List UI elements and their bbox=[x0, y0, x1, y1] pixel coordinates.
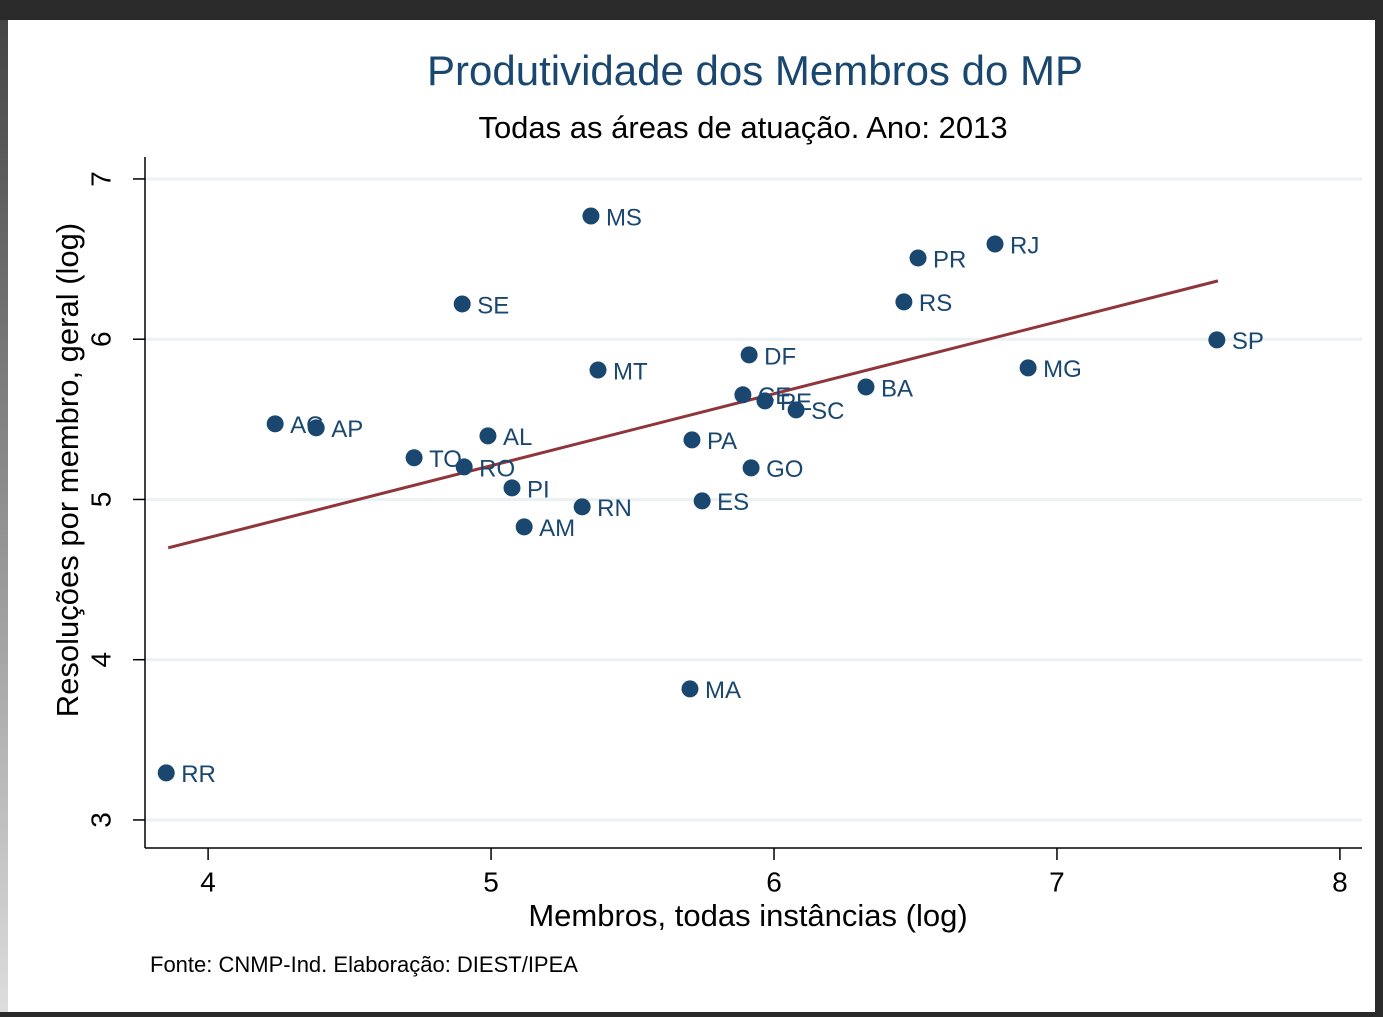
point-label: RR bbox=[181, 761, 216, 788]
x-axis-title: Membros, todas instâncias (log) bbox=[528, 898, 967, 933]
point-label: RN bbox=[597, 495, 632, 522]
point-label: RO bbox=[479, 455, 515, 482]
y-tick-label: 4 bbox=[85, 652, 116, 668]
point-label: DF bbox=[764, 343, 796, 370]
scatter-point bbox=[515, 518, 533, 536]
point-label: GO bbox=[766, 456, 803, 483]
point-label: SE bbox=[477, 292, 509, 319]
point-label: AP bbox=[331, 416, 363, 443]
point-label: SC bbox=[811, 398, 844, 425]
point-label: RS bbox=[919, 290, 952, 317]
x-tick-label: 4 bbox=[200, 866, 216, 897]
scatter-point bbox=[683, 431, 701, 449]
scatter-point bbox=[266, 415, 284, 433]
y-tick-label: 7 bbox=[85, 171, 116, 187]
scatter-point bbox=[857, 378, 875, 396]
point-label: PR bbox=[933, 246, 966, 273]
scatter-point bbox=[742, 459, 760, 477]
point-label: AM bbox=[539, 515, 575, 542]
scatter-point bbox=[756, 392, 774, 410]
scatter-point bbox=[1208, 331, 1226, 349]
y-tick-label: 3 bbox=[85, 812, 116, 828]
point-label: PI bbox=[527, 476, 550, 503]
scatter-point bbox=[986, 235, 1004, 253]
plot-area bbox=[145, 157, 1362, 848]
source-note: Fonte: CNMP-Ind. Elaboração: DIEST/IPEA bbox=[150, 952, 578, 977]
scatter-point bbox=[787, 401, 805, 419]
chart-title: Produtividade dos Membros do MP bbox=[427, 47, 1083, 94]
y-axis-title: Resoluções por membro, geral (log) bbox=[50, 223, 85, 718]
frame-edge bbox=[0, 20, 8, 1012]
x-tick-label: 6 bbox=[766, 866, 782, 897]
scatter-point bbox=[734, 386, 752, 404]
scatter-point bbox=[157, 764, 175, 782]
x-tick-label: 8 bbox=[1332, 866, 1348, 897]
y-tick-label: 5 bbox=[85, 492, 116, 508]
scatter-point bbox=[909, 249, 927, 267]
point-label: MA bbox=[705, 677, 741, 704]
point-label: RJ bbox=[1010, 232, 1039, 259]
point-label: MS bbox=[606, 204, 642, 231]
scatter-point bbox=[582, 207, 600, 225]
point-label: MT bbox=[613, 358, 648, 385]
y-tick-label: 6 bbox=[85, 331, 116, 347]
chart-subtitle: Todas as áreas de atuação. Ano: 2013 bbox=[478, 110, 1007, 145]
scatter-point bbox=[405, 449, 423, 467]
scatter-point bbox=[1019, 359, 1037, 377]
fit-line bbox=[167, 279, 1219, 550]
point-label: MG bbox=[1043, 356, 1082, 383]
scatter-point bbox=[740, 346, 758, 364]
scatter-point bbox=[503, 479, 521, 497]
x-tick-label: 7 bbox=[1049, 866, 1065, 897]
point-label: AL bbox=[503, 424, 532, 451]
scatter-point bbox=[479, 427, 497, 445]
scatter-point bbox=[453, 295, 471, 313]
scatter-point bbox=[307, 419, 325, 437]
point-label: SP bbox=[1232, 328, 1264, 355]
x-tick-label: 5 bbox=[483, 866, 499, 897]
scatter-point bbox=[455, 458, 473, 476]
point-label: BA bbox=[881, 375, 913, 402]
scatter-point bbox=[573, 498, 591, 516]
point-label: ES bbox=[717, 489, 749, 516]
scatter-point bbox=[895, 293, 913, 311]
scatter-point bbox=[589, 361, 607, 379]
scatter-point bbox=[681, 680, 699, 698]
point-label: PA bbox=[707, 428, 737, 455]
scatter-point bbox=[693, 492, 711, 510]
